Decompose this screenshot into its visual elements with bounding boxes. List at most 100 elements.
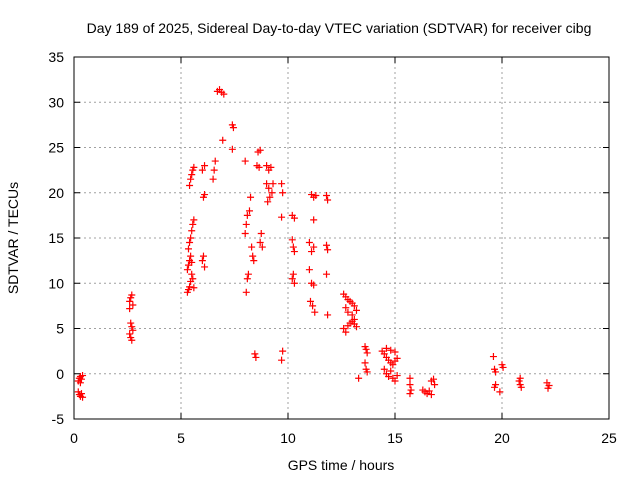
data-point-marker bbox=[229, 124, 237, 132]
data-point-marker bbox=[187, 234, 195, 242]
data-point-marker bbox=[406, 381, 414, 389]
data-point-marker bbox=[290, 214, 298, 222]
data-point-marker bbox=[391, 348, 399, 356]
data-point-marker bbox=[380, 365, 388, 373]
data-point-marker bbox=[264, 198, 272, 206]
data-point-marker bbox=[241, 229, 249, 237]
data-point-marker bbox=[391, 377, 399, 385]
data-point-marker bbox=[190, 284, 198, 292]
x-tick-label: 15 bbox=[387, 430, 403, 446]
data-point-marker bbox=[289, 243, 297, 251]
data-point-marker bbox=[389, 361, 397, 369]
y-tick-label: 25 bbox=[48, 140, 64, 156]
y-tick-label: 30 bbox=[48, 94, 64, 110]
data-point-marker bbox=[248, 243, 256, 251]
data-point-marker bbox=[263, 162, 271, 170]
data-point-marker bbox=[492, 368, 500, 376]
data-point-marker bbox=[265, 184, 273, 192]
data-point-marker bbox=[311, 308, 319, 316]
data-point-marker bbox=[393, 372, 401, 380]
data-point-marker bbox=[188, 171, 196, 179]
data-point-marker bbox=[127, 319, 135, 327]
x-tick-label: 10 bbox=[280, 430, 296, 446]
y-tick-label: 15 bbox=[48, 230, 64, 246]
data-point-marker bbox=[129, 301, 137, 309]
data-point-marker bbox=[288, 236, 296, 244]
data-point-marker bbox=[288, 275, 296, 283]
y-tick-label: 10 bbox=[48, 275, 64, 291]
data-point-marker bbox=[198, 166, 206, 174]
data-point-marker bbox=[201, 162, 209, 170]
data-point-marker bbox=[279, 347, 287, 355]
data-point-marker bbox=[126, 305, 134, 313]
data-point-marker bbox=[188, 227, 196, 235]
y-tick-label: -5 bbox=[52, 411, 65, 427]
data-point-marker bbox=[342, 328, 350, 336]
data-point-marker bbox=[363, 349, 371, 357]
data-point-marker bbox=[128, 323, 136, 331]
data-point-marker bbox=[79, 372, 87, 380]
data-point-marker bbox=[355, 374, 363, 382]
data-point-marker bbox=[186, 283, 194, 291]
data-point-marker bbox=[499, 363, 507, 371]
data-point-marker bbox=[190, 216, 198, 224]
data-point-marker bbox=[305, 266, 313, 274]
data-point-marker bbox=[425, 387, 433, 395]
x-tick-label: 20 bbox=[494, 430, 510, 446]
data-point-marker bbox=[352, 323, 360, 331]
data-point-marker bbox=[342, 304, 350, 312]
data-point-marker bbox=[126, 297, 134, 305]
data-point-marker bbox=[187, 252, 195, 260]
data-point-marker bbox=[199, 252, 207, 260]
data-point-marker bbox=[312, 191, 320, 199]
data-point-marker bbox=[201, 191, 209, 199]
y-axis-title: SDTVAR / TECUs bbox=[5, 182, 21, 294]
data-point-marker bbox=[278, 180, 286, 188]
y-tick-label: 5 bbox=[56, 321, 64, 337]
data-point-marker bbox=[430, 375, 438, 383]
data-point-marker bbox=[306, 297, 314, 305]
data-point-marker bbox=[79, 393, 87, 401]
data-point-marker bbox=[492, 381, 500, 389]
data-point-marker bbox=[267, 163, 275, 171]
data-point-marker bbox=[250, 257, 258, 265]
data-point-marker bbox=[340, 325, 348, 332]
data-point-marker bbox=[76, 379, 84, 387]
x-axis-ticks: 0 5 10 15 20 25 bbox=[70, 57, 617, 446]
data-point-marker bbox=[348, 311, 356, 319]
data-point-marker bbox=[189, 275, 197, 283]
data-point-marker bbox=[186, 239, 194, 247]
data-point-marker bbox=[350, 302, 358, 310]
data-point-marker bbox=[228, 145, 236, 153]
data-point-marker bbox=[324, 311, 332, 319]
data-point-marker bbox=[219, 136, 227, 144]
data-point-marker bbox=[256, 146, 264, 154]
x-tick-label: 25 bbox=[601, 430, 617, 446]
data-point-marker bbox=[363, 368, 371, 376]
data-point-marker bbox=[310, 281, 318, 289]
chart-title: Day 189 of 2025, Sidereal Day-to-day VTE… bbox=[87, 20, 592, 36]
y-tick-label: 20 bbox=[48, 185, 64, 201]
data-point-marker bbox=[252, 353, 260, 361]
y-axis-ticks: -5 0 5 10 15 20 25 30 35 bbox=[48, 49, 609, 427]
data-point-marker bbox=[309, 302, 317, 310]
data-point-marker bbox=[406, 374, 414, 382]
data-point-marker bbox=[324, 196, 332, 204]
data-point-marker bbox=[245, 207, 253, 215]
data-point-marker bbox=[324, 246, 332, 254]
data-point-marker bbox=[258, 243, 266, 251]
data-point-marker bbox=[266, 193, 274, 201]
data-point-marker bbox=[127, 334, 135, 342]
data-point-marker bbox=[362, 345, 370, 353]
data-point-marker bbox=[310, 216, 318, 224]
data-point-marker bbox=[257, 229, 265, 237]
data-point-marker bbox=[210, 166, 218, 174]
data-point-marker bbox=[544, 384, 552, 392]
data-point-marker bbox=[128, 291, 136, 299]
data-point-marker bbox=[385, 372, 393, 380]
data-point-marker bbox=[201, 263, 209, 271]
data-point-marker bbox=[209, 175, 217, 183]
data-point-marker bbox=[243, 211, 251, 219]
data-point-marker bbox=[323, 191, 331, 199]
